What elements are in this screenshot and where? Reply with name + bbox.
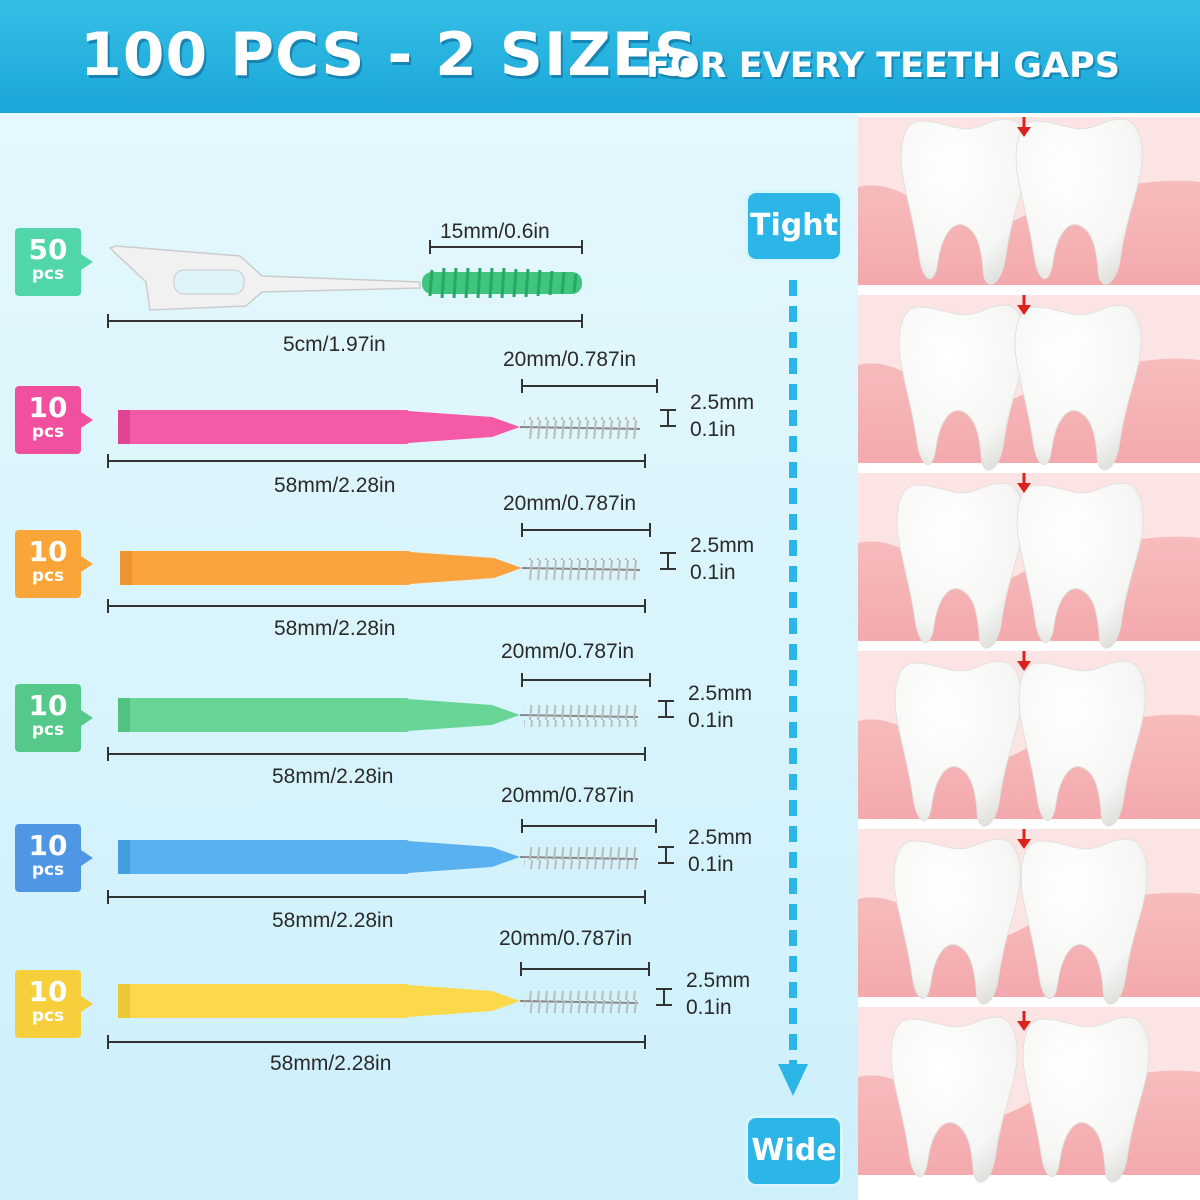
total-length-label: 58mm/2.28in (274, 474, 396, 497)
diameter-in-label: 0.1in (688, 853, 734, 876)
gap-scale-arrow (778, 280, 808, 1096)
brush-blue (118, 840, 639, 874)
interdental-pick (108, 245, 582, 311)
total-length-label: 58mm/2.28in (274, 617, 396, 640)
count-value: 50 (28, 233, 68, 266)
count-unit: pcs (31, 422, 65, 442)
count-badge: 10 pcs (15, 530, 93, 598)
title-banner: 100 PCS - 2 SIZES FOR EVERY TEETH GAPS (0, 0, 1200, 113)
brush-length-label: 20mm/0.787in (501, 784, 635, 807)
diameter-mm-label: 2.5mm (690, 534, 755, 557)
total-length-label: 5cm/1.97in (283, 333, 386, 356)
count-badge: 10 pcs (15, 684, 93, 752)
teeth-illustrations (858, 115, 1200, 1183)
brush-length-label: 20mm/0.787in (503, 348, 637, 371)
brush-length-label: 15mm/0.6in (440, 220, 550, 243)
count-badge: 50 pcs (15, 228, 93, 296)
title-sub: FOR EVERY TEETH GAPS (646, 46, 1120, 86)
count-badge: 10 pcs (15, 970, 93, 1038)
total-length-label: 58mm/2.28in (270, 1052, 392, 1075)
count-badge: 10 pcs (15, 824, 93, 892)
count-value: 10 (28, 535, 68, 568)
count-unit: pcs (31, 720, 65, 740)
diameter-in-label: 0.1in (686, 996, 732, 1019)
count-value: 10 (28, 829, 68, 862)
dimension-lines (107, 379, 676, 1049)
brush-length-label: 20mm/0.787in (503, 492, 637, 515)
brush-green (118, 698, 639, 732)
diameter-mm-label: 2.5mm (688, 826, 753, 849)
count-unit: pcs (31, 860, 65, 880)
diameter-mm-label: 2.5mm (688, 682, 753, 705)
diameter-in-label: 0.1in (690, 561, 736, 584)
wide-label: Wide (748, 1118, 840, 1184)
count-unit: pcs (31, 566, 65, 586)
total-length-label: 58mm/2.28in (272, 909, 394, 932)
diameter-mm-label: 2.5mm (686, 969, 751, 992)
count-value: 10 (28, 689, 68, 722)
count-badge: 10 pcs (15, 386, 93, 454)
brush-orange (120, 551, 641, 585)
brush-yellow (118, 984, 639, 1018)
tight-label: Tight (748, 193, 840, 259)
brush-length-label: 20mm/0.787in (501, 640, 635, 663)
diameter-mm-label: 2.5mm (690, 391, 755, 414)
brush-pink (118, 410, 641, 444)
count-unit: pcs (31, 264, 65, 284)
count-value: 10 (28, 975, 68, 1008)
brush-length-label: 20mm/0.787in (499, 927, 633, 950)
total-length-label: 58mm/2.28in (272, 765, 394, 788)
count-value: 10 (28, 391, 68, 424)
diameter-in-label: 0.1in (688, 709, 734, 732)
dimension-lines (107, 240, 583, 328)
count-unit: pcs (31, 1006, 65, 1026)
diameter-in-label: 0.1in (690, 418, 736, 441)
title-main: 100 PCS - 2 SIZES (80, 20, 699, 90)
